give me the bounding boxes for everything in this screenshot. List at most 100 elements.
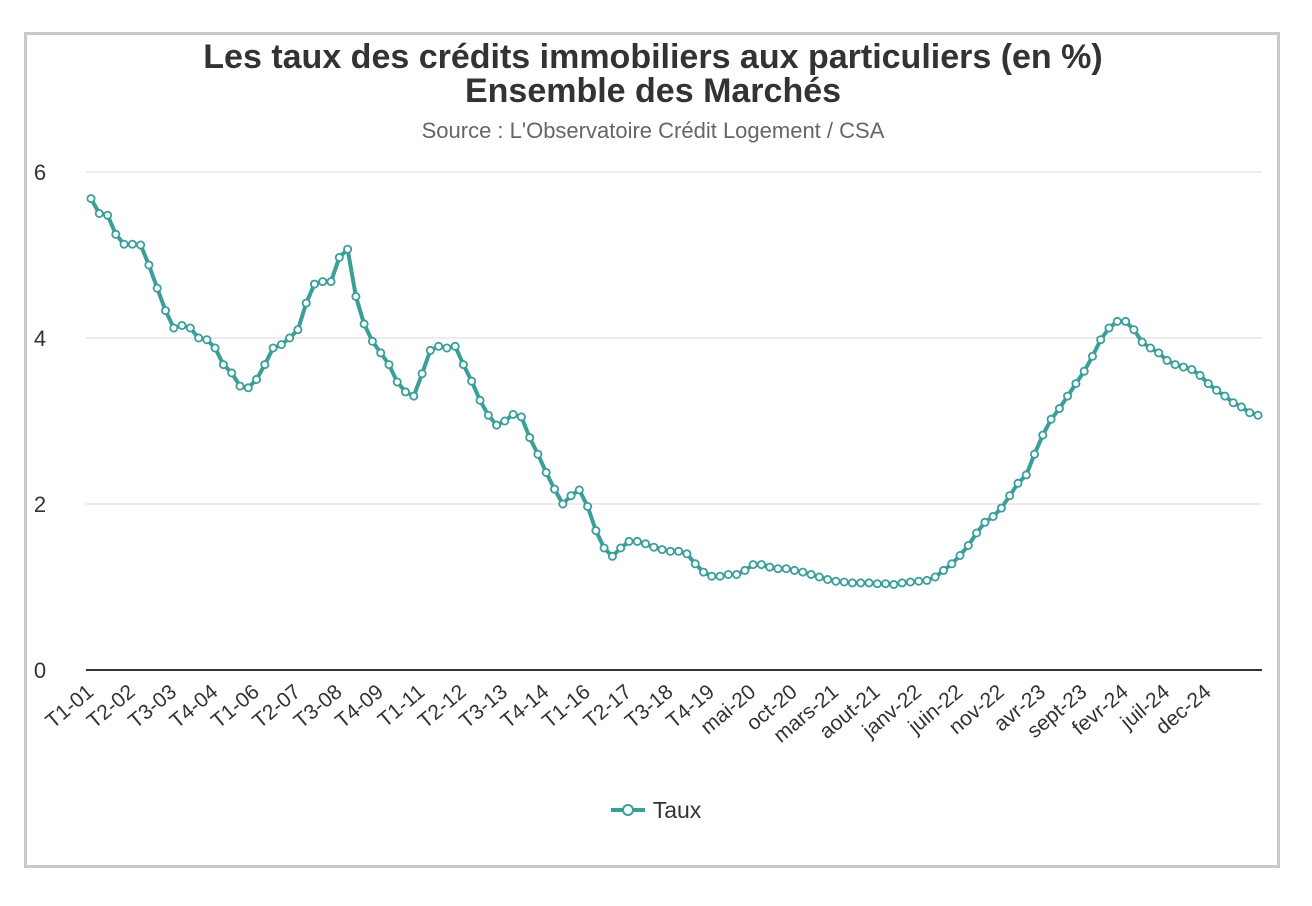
data-point: [955, 551, 965, 561]
data-point: [649, 542, 659, 552]
data-point: [1154, 348, 1164, 358]
data-point: [1046, 414, 1056, 424]
data-point: [1253, 410, 1263, 420]
data-point: [1079, 366, 1089, 376]
data-point: [806, 570, 816, 580]
data-point: [94, 208, 104, 218]
data-point: [864, 578, 874, 588]
chart-subtitle: Source : L'Observatoire Crédit Logement …: [421, 118, 885, 143]
y-tick-label: 4: [34, 326, 46, 351]
data-point: [922, 575, 932, 585]
data-point: [541, 467, 551, 477]
data-point: [1021, 470, 1031, 480]
data-point: [798, 567, 808, 577]
data-point: [723, 570, 733, 580]
data-point: [707, 571, 717, 581]
data-point: [475, 395, 485, 405]
data-point: [194, 333, 204, 343]
data-point: [326, 277, 336, 287]
data-point: [318, 277, 328, 287]
data-point: [467, 376, 477, 386]
data-point: [425, 345, 435, 355]
data-point: [1179, 362, 1189, 372]
data-point: [483, 410, 493, 420]
legend[interactable]: Taux: [0, 796, 1312, 824]
data-point: [111, 229, 121, 239]
y-tick-label: 0: [34, 658, 46, 683]
data-point: [1096, 335, 1106, 345]
data-point: [715, 571, 725, 581]
data-point: [86, 194, 96, 204]
data-point: [1195, 370, 1205, 380]
legend-label: Taux: [652, 796, 702, 823]
data-point: [773, 564, 783, 574]
data-point: [384, 360, 394, 370]
data-point: [699, 567, 709, 577]
data-point: [599, 543, 609, 553]
data-point: [1236, 402, 1246, 412]
data-point: [1112, 316, 1122, 326]
data-point: [748, 560, 758, 570]
data-point: [566, 491, 576, 501]
data-point: [202, 335, 212, 345]
data-point: [1170, 360, 1180, 370]
data-point: [343, 244, 353, 254]
data-point: [309, 279, 319, 289]
x-tick-label: T4-09: [331, 680, 388, 733]
data-point: [657, 545, 667, 555]
data-point: [897, 578, 907, 588]
data-point: [740, 565, 750, 575]
chart-title-line-2: Ensemble des Marchés: [464, 72, 842, 110]
data-point: [823, 575, 833, 585]
data-point: [1245, 408, 1255, 418]
line-with-circle-marker-icon: [610, 803, 645, 817]
data-point: [500, 416, 510, 426]
data-point: [1145, 343, 1155, 353]
data-point: [260, 360, 270, 370]
data-point: [814, 572, 824, 582]
data-point: [781, 564, 791, 574]
data-point: [624, 536, 634, 546]
data-point: [1088, 351, 1098, 361]
data-point: [516, 412, 526, 422]
data-point: [136, 240, 146, 250]
data-point: [988, 512, 998, 522]
data-point: [1121, 316, 1131, 326]
data-point: [905, 577, 915, 587]
data-point: [218, 360, 228, 370]
data-point: [1038, 430, 1048, 440]
data-point: [839, 577, 849, 587]
data-point: [607, 551, 617, 561]
data-point: [169, 323, 179, 333]
data-point: [996, 503, 1006, 513]
data-point: [276, 340, 286, 350]
data-point: [1137, 337, 1147, 347]
data-point: [980, 517, 990, 527]
data-point: [558, 499, 568, 509]
data-point: [1071, 379, 1081, 389]
data-point: [690, 559, 700, 569]
data-point: [732, 570, 742, 580]
data-point: [1187, 364, 1197, 374]
data-point: [210, 343, 220, 353]
data-point: [1005, 491, 1015, 501]
data-point: [765, 562, 775, 572]
data-point: [591, 526, 601, 536]
data-point: [1162, 355, 1172, 365]
data-point: [1104, 323, 1114, 333]
data-point: [351, 291, 361, 301]
data-point: [550, 484, 560, 494]
data-point: [450, 341, 460, 351]
legend-item-taux[interactable]: Taux: [610, 796, 702, 824]
data-point: [376, 348, 386, 358]
data-point: [881, 579, 891, 589]
data-point: [963, 541, 973, 551]
data-point: [1220, 391, 1230, 401]
data-point: [1013, 478, 1023, 488]
data-point: [434, 341, 444, 351]
data-point: [458, 360, 468, 370]
data-point: [533, 449, 543, 459]
data-point: [947, 559, 957, 569]
data-point: [285, 333, 295, 343]
data-point: [1054, 404, 1064, 414]
